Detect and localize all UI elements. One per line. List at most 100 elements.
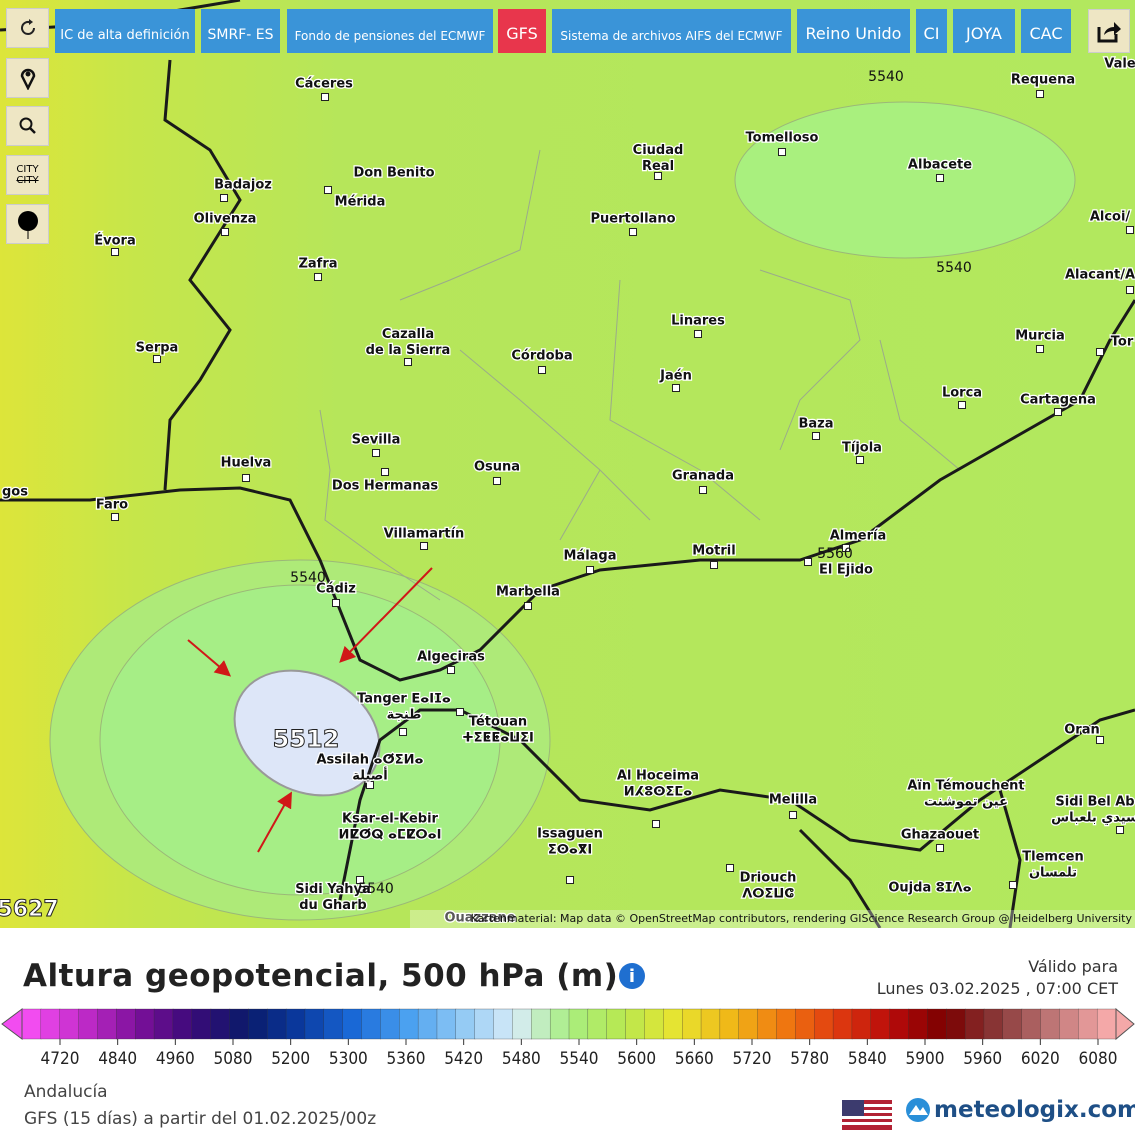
city-label: Marbella (496, 585, 560, 600)
city-label: Lorca (942, 386, 982, 401)
colorbar-tick-label: 5080 (214, 1049, 253, 1069)
colorbar-swatch (229, 1008, 249, 1040)
city-label: Alacant/A (1065, 268, 1135, 283)
model-button[interactable]: Reino Unido (797, 9, 910, 53)
city-marker (804, 558, 812, 566)
colorbar-swatch (549, 1008, 570, 1040)
city-marker (958, 401, 966, 409)
city-label: Faro (96, 498, 128, 513)
city-marker (842, 544, 850, 552)
colorbar-tick-label: 5720 (733, 1049, 772, 1069)
colorbar-swatch (210, 1008, 231, 1040)
city-label: Tanger ⴹⴰⵏⵊⴰ (357, 692, 451, 707)
city-marker (1126, 286, 1134, 294)
model-button[interactable]: JOYA (953, 9, 1015, 53)
colorbar-tick-label: 5480 (502, 1049, 541, 1069)
colorbar: 4720 4840 4960 5080 5200 5300 5360 5420 5480 5540… (1, 1007, 1135, 1069)
city-marker (566, 876, 574, 884)
model-button[interactable]: SMRF- ES (201, 9, 280, 53)
city-label: Requena (1011, 73, 1075, 88)
attribution-bg (410, 910, 1135, 928)
city-label: Mérida (335, 195, 386, 210)
colorbar-swatch (417, 1008, 438, 1040)
city-marker (372, 449, 380, 457)
city-marker (381, 468, 389, 476)
model-button[interactable]: CAC (1021, 9, 1071, 53)
model-button[interactable]: Sistema de archivos AIFS del ECMWF (552, 9, 791, 53)
city-marker (366, 781, 374, 789)
city-label: Ciudad Real (633, 143, 684, 174)
city-label: Linares (671, 314, 725, 329)
city-label: Ouazzane (444, 911, 515, 926)
flag[interactable] (842, 1100, 892, 1130)
contour-label: 5512 (273, 725, 340, 753)
colorbar-swatch (59, 1008, 80, 1040)
city-marker (699, 486, 707, 494)
city-label: Ghazaouet (901, 828, 979, 843)
country-borders (0, 0, 1135, 928)
info-icon[interactable]: i (618, 962, 646, 990)
city-marker (1126, 226, 1134, 234)
share-button[interactable] (1088, 9, 1130, 53)
city-label: Granada (672, 469, 734, 484)
city-label: Vale (1104, 57, 1135, 72)
brand-name: meteologix.com (934, 1097, 1135, 1123)
city-marker (493, 477, 501, 485)
location-button[interactable] (6, 58, 49, 98)
annotation-arrows (187, 567, 433, 853)
city-marker (153, 355, 161, 363)
city-label: Oujda ⵓⵊⴷⴰ (888, 881, 971, 896)
contour-label: 5540 (358, 881, 394, 897)
colorbar-swatch (663, 1008, 683, 1040)
city-label: Sidi Yahya du Gharb (295, 882, 371, 913)
city-local-label: أصيلة (352, 767, 388, 784)
colorbar-tick-label: 5960 (963, 1049, 1002, 1069)
city-marker (1036, 345, 1044, 353)
city-label: Cartagena (1020, 393, 1096, 408)
city-toggle[interactable]: CITY CITY (6, 155, 49, 195)
map: Cáceres Requena Vale Tomelloso Ciudad Real Alb… (0, 0, 1135, 928)
city-label: Issaguen (537, 827, 603, 842)
city-label: Oran (1064, 723, 1100, 738)
model-button[interactable]: Fondo de pensiones del ECMWF (287, 9, 493, 53)
colorbar-swatch (97, 1008, 117, 1040)
city-marker (420, 542, 428, 550)
model-button[interactable]: CI (916, 9, 947, 53)
city-label: Melilla (769, 793, 817, 808)
colorbar-swatch (361, 1008, 382, 1040)
city-marker (447, 666, 455, 674)
colorbar-swatch (644, 1008, 664, 1040)
city-marker (1096, 736, 1104, 744)
colorbar-swatch (399, 1008, 419, 1040)
colorbar-swatch (1096, 1008, 1117, 1040)
city-label: Málaga (563, 549, 616, 564)
colorbar-tick-label: 4720 (41, 1049, 80, 1069)
colorbar-arrow-right (1115, 1007, 1135, 1041)
city-label: Algeciras (417, 650, 485, 665)
colorbar-swatch (983, 1008, 1004, 1040)
colorbar-swatch (1002, 1008, 1023, 1040)
city-label: Sevilla (352, 433, 401, 448)
colorbar-swatch (40, 1008, 61, 1040)
colorbar-swatch (814, 1008, 834, 1040)
city-label: Cazalla de la Sierra (366, 327, 451, 358)
zoom-button[interactable] (6, 106, 49, 146)
city-local-label: ⵍⵇⵚⵕ ⴰⵎⵇⵔⴰⵏ (339, 828, 442, 843)
valid-block: Válido para Lunes 03.02.2025 , 07:00 CET (877, 956, 1118, 1000)
colorbar-swatch (908, 1008, 929, 1040)
city-label: Aïn Témouchent (907, 779, 1024, 794)
reload-button[interactable] (6, 8, 49, 48)
city-label: CITY (16, 175, 39, 186)
colorbar-swatch (135, 1008, 155, 1040)
colorbar-swatch (795, 1008, 815, 1040)
city-marker (812, 432, 820, 440)
colorbar-tick-label: 5360 (387, 1049, 426, 1069)
model-button[interactable]: IC de alta definición (55, 9, 195, 53)
marker-button[interactable] (6, 204, 49, 244)
city-marker (524, 602, 532, 610)
colorbar-tick-label: 5660 (675, 1049, 714, 1069)
model-button[interactable]: GFS (498, 9, 546, 53)
city-local-label: تلمسان (1029, 866, 1077, 881)
colorbar-tick-label: 5200 (271, 1049, 310, 1069)
colorbar-tick-label: 5300 (329, 1049, 368, 1069)
